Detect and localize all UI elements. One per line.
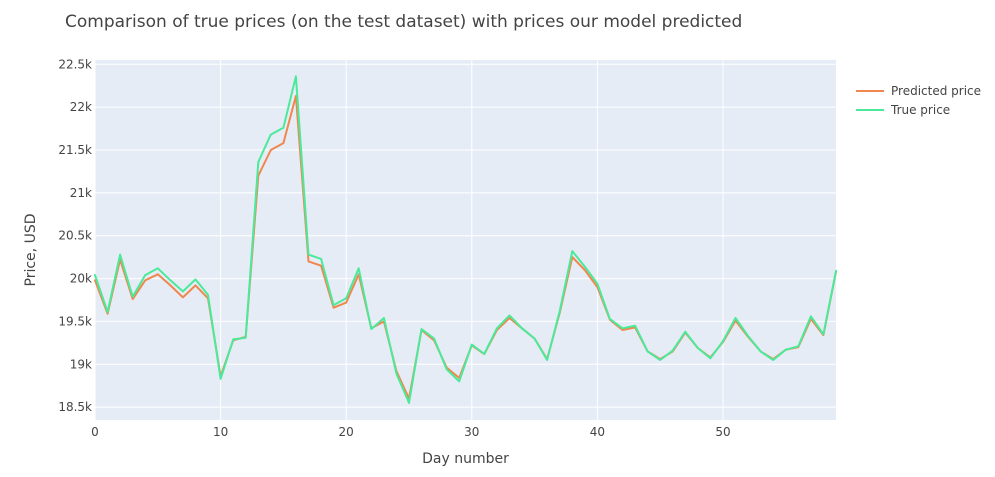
y-tick-label: 21k: [70, 186, 92, 200]
legend[interactable]: Predicted price True price: [856, 84, 981, 117]
x-tick-label: 40: [590, 425, 605, 439]
legend-item-predicted-price[interactable]: Predicted price: [856, 84, 981, 98]
x-tick-label: 0: [91, 425, 99, 439]
y-tick-label: 21.5k: [58, 143, 92, 157]
y-axis-title: Price, USD: [23, 214, 39, 287]
y-tick-label: 19k: [70, 357, 92, 371]
x-tick-label: 50: [715, 425, 730, 439]
x-axis-title: Day number: [422, 451, 509, 467]
x-tick-label: 30: [464, 425, 479, 439]
legend-label: True price: [890, 103, 950, 117]
y-tick-label: 20k: [70, 272, 92, 286]
tick-labels: 18.5k 19k 19.5k 20k 20.5k 21k 21.5k 22k 22.5k 0 10…: [58, 57, 730, 439]
x-tick-label: 20: [339, 425, 354, 439]
legend-label: Predicted price: [891, 84, 981, 98]
y-tick-label: 20.5k: [58, 229, 92, 243]
y-tick-label: 22.5k: [58, 57, 92, 71]
y-tick-label: 18.5k: [58, 400, 92, 414]
series-lines: [94, 75, 837, 404]
chart-title: Comparison of true prices (on the test d…: [65, 12, 742, 32]
legend-item-true-price[interactable]: True price: [856, 103, 950, 117]
series-line-true-price: [94, 75, 837, 404]
y-tick-label: 22k: [70, 100, 92, 114]
x-tick-label: 10: [213, 425, 228, 439]
y-tick-label: 19.5k: [58, 314, 92, 328]
